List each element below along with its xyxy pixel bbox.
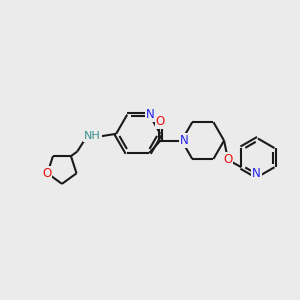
Text: O: O <box>156 115 165 128</box>
Text: N: N <box>252 167 261 180</box>
Text: N: N <box>146 108 155 121</box>
Text: NH: NH <box>84 131 101 141</box>
Text: O: O <box>42 167 51 180</box>
Text: N: N <box>180 134 189 147</box>
Text: O: O <box>223 153 232 166</box>
